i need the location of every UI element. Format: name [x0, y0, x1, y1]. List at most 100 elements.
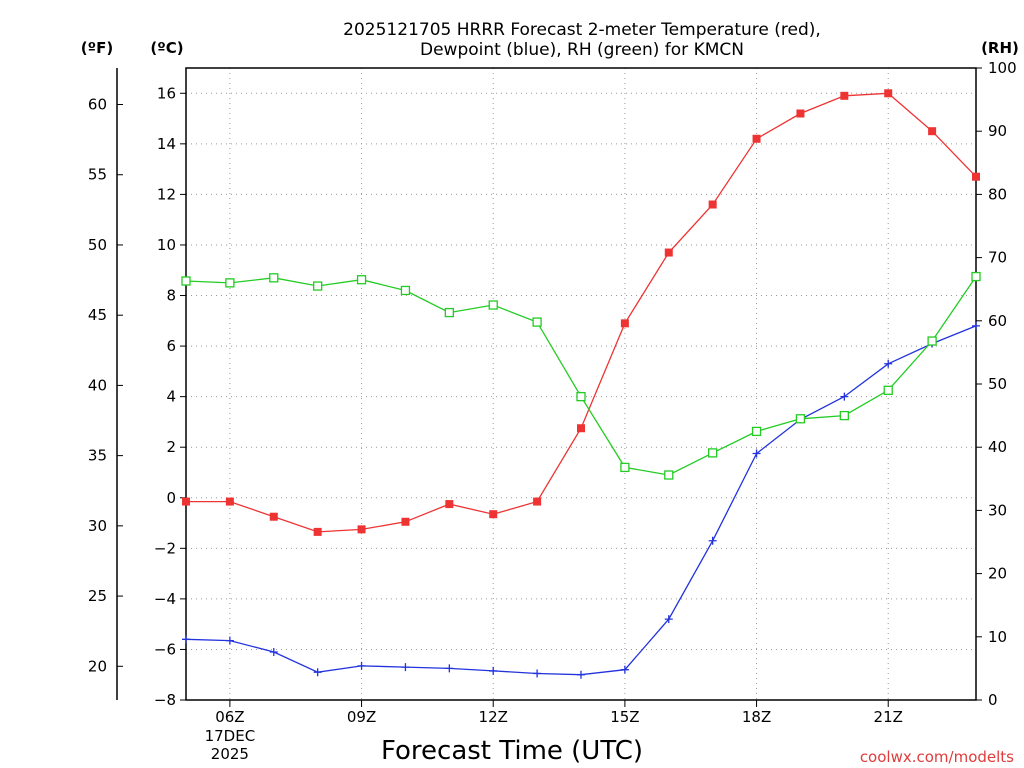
temperature-point [620, 319, 629, 328]
fahrenheit-tick-label: 60 [88, 96, 107, 114]
dewpoint-point [225, 636, 234, 645]
temperature-line [186, 92, 977, 533]
rh-axis-unit: (RH) [981, 39, 1019, 57]
dewpoint-point [840, 392, 849, 401]
celsius-tick-label: −8 [154, 691, 176, 709]
fahrenheit-tick-label: 55 [88, 166, 107, 184]
celsius-tick-label: 12 [157, 185, 176, 203]
dewpoint-point [752, 449, 761, 458]
celsius-tick-label: 2 [166, 438, 176, 456]
temperature-point [972, 172, 980, 181]
rh-tick-label: 10 [988, 628, 1007, 646]
temperature-point [357, 525, 366, 534]
rh-line [185, 276, 977, 476]
axes-layer: −8 −6 −4 −2 0 2 4 6 8 10 12 14 16 2025 30 35 40 45 50 55 60 0… [88, 59, 1017, 763]
dewpoint-point [577, 670, 585, 679]
rh-tick-label: 20 [988, 565, 1007, 583]
grid-layer [186, 68, 976, 700]
celsius-tick-label: −4 [154, 590, 176, 608]
rh-point [269, 273, 279, 283]
celsius-axis-unit: (ºC) [150, 39, 183, 57]
rh-point [576, 391, 586, 402]
temperature-point [928, 127, 937, 136]
rh-point [181, 276, 191, 286]
fahrenheit-axis-unit: (ºF) [81, 39, 113, 57]
rh-point [664, 470, 674, 480]
dewpoint-point [269, 647, 278, 656]
x-tick-label: 21Z [874, 708, 903, 726]
rh-point [488, 300, 498, 310]
x-tick-label: 15Z [610, 708, 639, 726]
rh-tick-label: 80 [988, 185, 1007, 203]
rh-point [708, 448, 718, 458]
rh-point [620, 462, 630, 473]
dewpoint-point [445, 664, 454, 673]
dewpoint-point [489, 666, 498, 675]
temperature-point [708, 200, 717, 209]
x-tick-label: 06Z [215, 708, 244, 726]
celsius-tick-label: 8 [166, 287, 176, 305]
celsius-tick-label: 16 [157, 84, 176, 102]
dewpoint-point [972, 321, 980, 330]
text-layer: 2025121705 HRRR Forecast 2-meter Tempera… [81, 20, 1019, 766]
fahrenheit-tick-label: 40 [88, 376, 107, 394]
rh-tick-label: 70 [988, 249, 1007, 267]
rh-point [795, 414, 806, 424]
fahrenheit-tick-label: 45 [88, 306, 107, 324]
dewpoint-point [357, 661, 366, 670]
temperature-point [445, 500, 454, 509]
temperature-point [533, 497, 542, 506]
fahrenheit-tick-label: 35 [88, 447, 107, 465]
temperature-point [401, 517, 410, 526]
celsius-tick-label: 4 [166, 388, 176, 406]
rh-point [225, 278, 235, 288]
temperature-point [884, 89, 893, 98]
chart-title-line-2: Dewpoint (blue), RH (green) for KMCN [420, 40, 744, 60]
fahrenheit-tick-label: 30 [88, 517, 107, 535]
x-axis-label: Forecast Time (UTC) [381, 736, 643, 766]
rh-point [839, 410, 849, 421]
celsius-tick-label: 14 [157, 135, 176, 153]
dewpoint-point [708, 536, 717, 545]
celsius-tick-label: 0 [166, 489, 176, 507]
temperature-point [489, 510, 498, 519]
x-tick-label: 09Z [347, 708, 376, 726]
dewpoint-point [313, 668, 322, 677]
x-tick-date-label: 2025 [211, 745, 249, 763]
x-tick-label: 18Z [742, 708, 771, 726]
temperature-point [269, 512, 278, 521]
dewpoint-line [185, 325, 977, 676]
series-layer [181, 89, 981, 679]
temperature-point [752, 134, 761, 143]
x-tick-date-label: 17DEC [205, 727, 256, 745]
celsius-tick-label: 10 [157, 236, 176, 254]
rh-tick-label: 30 [988, 501, 1007, 519]
temperature-point [796, 109, 805, 118]
rh-point [356, 275, 367, 285]
plot-frame [185, 67, 977, 701]
rh-tick-label: 100 [988, 59, 1017, 77]
dewpoint-point [884, 359, 893, 368]
celsius-tick-label: −2 [154, 539, 176, 557]
rh-tick-label: 50 [988, 375, 1007, 393]
celsius-tick-label: 6 [166, 337, 176, 355]
rh-tick-label: 90 [988, 122, 1007, 140]
dewpoint-point [664, 615, 673, 624]
celsius-tick-label: −6 [154, 640, 176, 658]
rh-point [400, 285, 411, 296]
rh-point [444, 307, 454, 318]
temperature-point [840, 91, 849, 100]
rh-tick-label: 40 [988, 438, 1007, 456]
rh-point [971, 271, 981, 282]
dewpoint-point [533, 669, 542, 678]
temperature-point [577, 424, 585, 433]
dewpoint-point [620, 665, 629, 674]
fahrenheit-tick-label: 20 [88, 657, 107, 675]
chart-title-line-1: 2025121705 HRRR Forecast 2-meter Tempera… [343, 20, 821, 40]
rh-point [532, 317, 542, 327]
rh-point [927, 336, 937, 346]
rh-point [883, 385, 893, 395]
temperature-point [313, 527, 322, 536]
dewpoint-point [401, 663, 410, 672]
